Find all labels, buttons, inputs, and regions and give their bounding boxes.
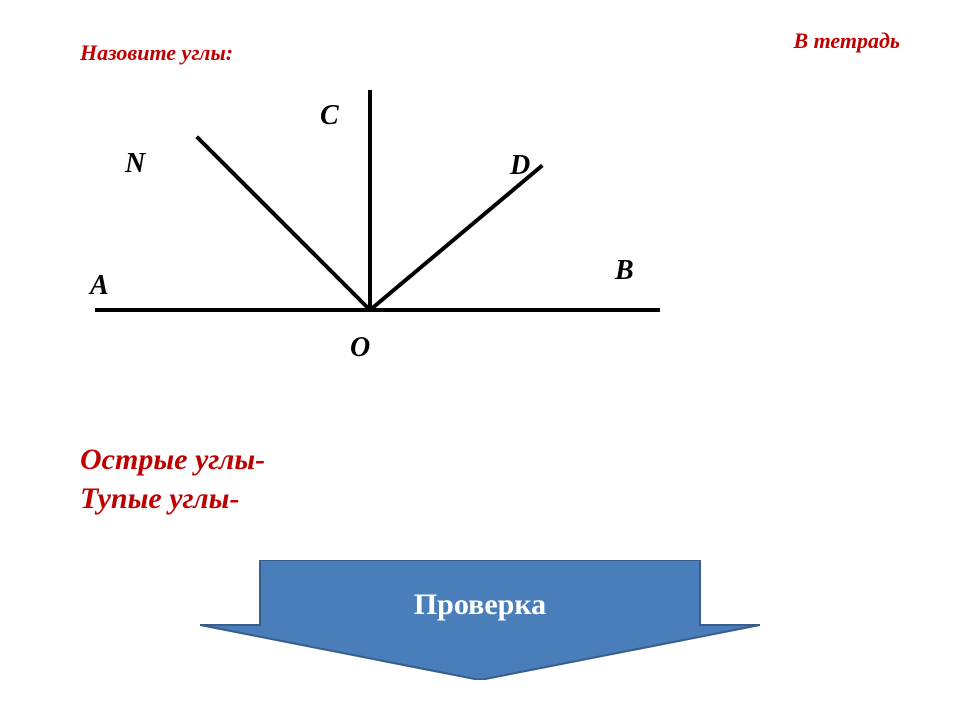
vertex-label-o: O xyxy=(350,332,370,364)
check-button[interactable]: Проверка xyxy=(200,560,760,680)
ray-label-b: B xyxy=(615,255,634,287)
ray-label-d: D xyxy=(510,150,530,182)
obtuse-angles-prompt: Тупые углы- xyxy=(80,479,265,518)
ray-label-a: A xyxy=(90,270,109,302)
angle-diagram xyxy=(0,0,960,420)
acute-angles-prompt: Острые углы- xyxy=(80,440,265,479)
angle-category-prompts: Острые углы- Тупые углы- xyxy=(80,440,265,518)
check-button-label: Проверка xyxy=(200,588,760,622)
ray-label-c: C xyxy=(320,100,339,132)
ray-label-n: N xyxy=(125,148,145,180)
ray-n xyxy=(197,137,370,310)
ray-d xyxy=(370,165,542,310)
